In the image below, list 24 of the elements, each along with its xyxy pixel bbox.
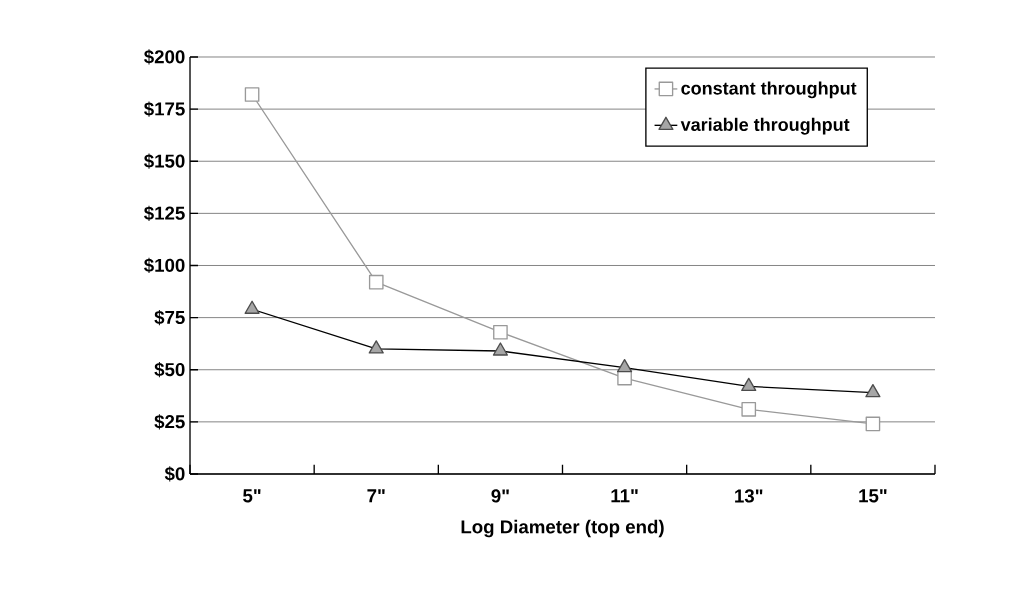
x-tick-label: 9" — [491, 489, 509, 503]
y-tick-label: $200 — [144, 49, 185, 65]
x-tick-label: 7" — [367, 489, 385, 503]
x-tick-label: 15" — [859, 489, 887, 503]
x-tick-label: 13" — [735, 489, 763, 503]
x-axis-title: Log Diameter (top end) — [461, 519, 664, 538]
y-tick-label: $150 — [144, 153, 185, 169]
y-tick-label: $0 — [164, 466, 185, 482]
y-tick-label: $25 — [154, 414, 185, 430]
x-tick-label: 5" — [243, 489, 261, 503]
y-tick-label: $125 — [144, 205, 185, 221]
point — [617, 370, 632, 386]
y-tick-label: $175 — [144, 101, 185, 117]
legend-label: variable throughput — [680, 117, 850, 135]
point — [493, 324, 508, 340]
legend-label: constant throughput — [681, 81, 857, 99]
y-tick-label: $50 — [154, 362, 185, 378]
y-tick-label: $75 — [154, 309, 185, 326]
point — [368, 274, 384, 290]
point — [865, 416, 881, 432]
x-tick-label: 11" — [611, 489, 638, 503]
point — [741, 402, 757, 417]
y-tick-label: $100 — [144, 257, 185, 274]
point — [244, 87, 260, 102]
